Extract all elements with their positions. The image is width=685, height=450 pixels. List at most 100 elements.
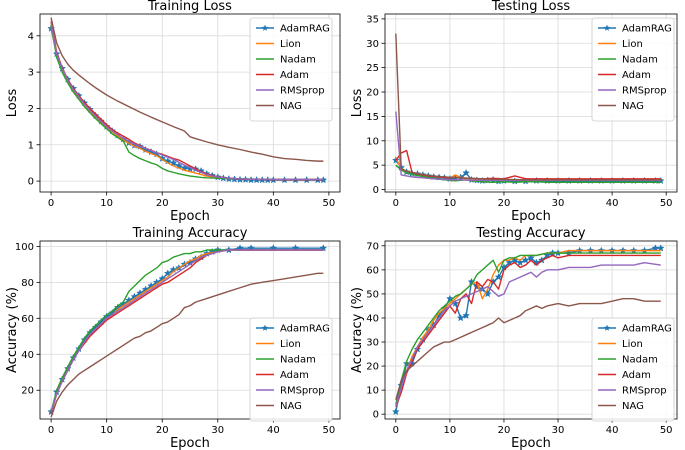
x-tick-label: 30 [552, 425, 565, 436]
chart-title: Training Accuracy [132, 226, 248, 241]
y-tick-label: 0 [373, 185, 379, 196]
legend-label: Adam [622, 70, 651, 81]
y-tick-label: 10 [366, 136, 379, 147]
y-tick-label: 60 [21, 314, 34, 325]
legend: AdamRAG Lion Nadam Adam RMSprop NAG [591, 317, 675, 422]
y-tick-label: 0 [28, 177, 34, 188]
series-group [391, 244, 665, 416]
y-tick-label: 20 [21, 386, 34, 397]
series-line-nag [50, 17, 324, 162]
x-tick-label: 30 [552, 198, 565, 209]
x-axis-title: Epoch [511, 436, 551, 450]
legend-label: Lion [622, 39, 643, 50]
y-tick-label: 30 [366, 39, 379, 50]
x-tick-label: 0 [393, 198, 399, 209]
y-tick-label: 0 [373, 410, 379, 421]
x-tick-label: 20 [156, 425, 169, 436]
x-tick-label: 40 [267, 425, 280, 436]
x-tick-label: 50 [660, 425, 673, 436]
legend-label: NAG [280, 401, 302, 412]
legend-star-marker [261, 24, 269, 31]
legend: AdamRAG Lion Nadam Adam RMSprop NAG [591, 17, 675, 122]
series-line-rmsprop [395, 261, 661, 408]
y-tick-label: 50 [366, 289, 379, 300]
legend-label: Lion [280, 339, 301, 350]
y-tick-label: 25 [366, 63, 379, 74]
y-tick-label: 70 [366, 241, 379, 252]
y-axis-title: Accuracy (%) [5, 287, 20, 373]
star-marker [494, 273, 503, 281]
series-line-nadam [50, 24, 324, 180]
star-marker [391, 407, 400, 416]
legend-label: Lion [622, 339, 643, 350]
x-tick-label: 50 [323, 198, 336, 209]
legend-star-marker [603, 24, 611, 31]
y-tick-label: 10 [366, 386, 379, 397]
y-tick-label: 1 [28, 140, 34, 151]
series-line-rmsprop [50, 22, 324, 180]
y-tick-label: 40 [21, 350, 34, 361]
x-tick-label: 30 [211, 425, 224, 436]
y-tick-label: 40 [366, 313, 379, 324]
x-tick-label: 20 [156, 198, 169, 209]
plot-frame [39, 13, 341, 193]
y-tick-label: 2 [28, 104, 34, 115]
y-tick-label: 4 [28, 31, 34, 42]
plot-frame [39, 240, 341, 420]
y-tick-label: 80 [21, 278, 34, 289]
y-tick-label: 3 [28, 68, 34, 79]
x-axis-title: Epoch [170, 209, 210, 224]
y-tick-label: 35 [366, 14, 379, 25]
y-tick-label: 15 [366, 112, 379, 123]
x-tick-label: 10 [444, 425, 457, 436]
x-tick-label: 10 [100, 198, 113, 209]
legend-label: AdamRAG [280, 324, 330, 335]
y-tick-label: 20 [366, 88, 379, 99]
legend-star-marker [261, 324, 269, 331]
x-tick-label: 50 [660, 198, 673, 209]
legend-label: AdamRAG [622, 324, 672, 335]
legend: AdamRAG Lion Nadam Adam RMSprop NAG [249, 17, 333, 122]
chart-title: Training Loss [147, 0, 232, 14]
plot-frame [384, 13, 678, 193]
series-line-lion [395, 249, 661, 408]
y-axis-title: Loss [5, 89, 20, 118]
y-tick-label: 100 [15, 242, 34, 253]
y-tick-label: 60 [366, 265, 379, 276]
legend-label: Adam [622, 370, 651, 381]
x-tick-label: 20 [498, 425, 511, 436]
legend-label: NAG [622, 101, 644, 112]
legend-label: NAG [622, 401, 644, 412]
legend: AdamRAG Lion Nadam Adam RMSprop NAG [249, 317, 333, 422]
series-line-nag [395, 298, 661, 400]
y-axis-title: Loss [350, 89, 365, 118]
x-tick-label: 20 [498, 198, 511, 209]
x-tick-label: 0 [48, 198, 54, 209]
chart-panel-3: 0 10 20 30 40 50 20 40 60 80 100 Training Accuracy E… [5, 226, 341, 450]
legend-label: Nadam [280, 55, 316, 66]
star-marker [521, 256, 530, 264]
legend-label: Nadam [280, 355, 316, 366]
star-marker [169, 158, 178, 167]
y-tick-label: 5 [373, 161, 379, 172]
legend-label: NAG [280, 101, 302, 112]
series-line-rmsprop [50, 249, 324, 413]
x-tick-label: 0 [393, 425, 399, 436]
legend-star-marker [603, 324, 611, 331]
legend-label: RMSprop [280, 86, 325, 97]
y-tick-label: 30 [366, 338, 379, 349]
chart-title: Testing Loss [491, 0, 571, 14]
y-axis-title: Accuracy (%) [350, 287, 365, 373]
series-line-adam [395, 254, 661, 408]
legend-label: Nadam [622, 355, 658, 366]
star-marker [456, 313, 465, 322]
series-group [47, 17, 328, 184]
legend-label: Lion [280, 39, 301, 50]
star-marker [516, 258, 525, 266]
series-line-nadam [395, 252, 661, 405]
x-tick-label: 30 [211, 198, 224, 209]
legend-label: RMSprop [622, 386, 667, 397]
x-tick-label: 10 [100, 425, 113, 436]
x-tick-label: 50 [323, 425, 336, 436]
